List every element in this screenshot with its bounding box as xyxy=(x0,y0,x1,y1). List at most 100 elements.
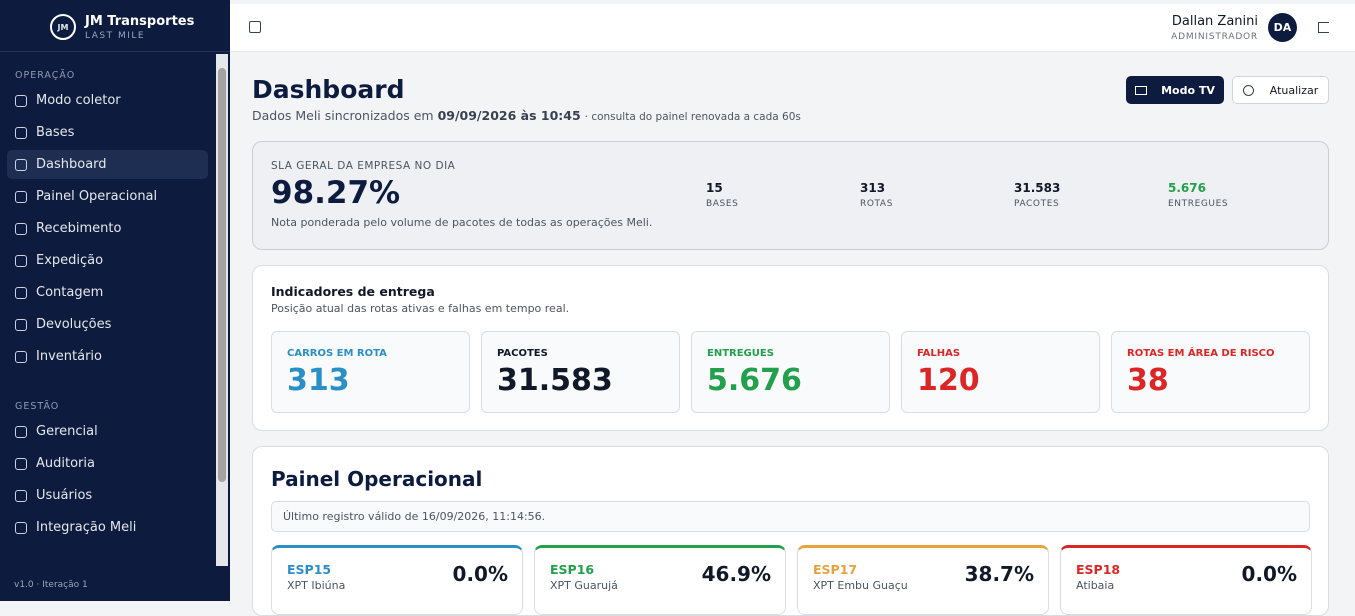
stat-value: 5.676 xyxy=(1168,181,1206,195)
nav-item[interactable]: Auditoria xyxy=(7,449,208,478)
nav-label: Inventário xyxy=(36,349,102,364)
sla-note: Nota ponderada pelo volume de pacotes de… xyxy=(271,216,653,229)
base-pct: 0.0% xyxy=(452,562,508,586)
painel-title: Painel Operacional xyxy=(271,467,483,491)
indicators-subtitle: Posição atual das rotas ativas e falhas … xyxy=(271,302,570,315)
indicator-card: FALHAS 120 xyxy=(901,331,1100,413)
nav-item[interactable]: Dashboard xyxy=(7,150,208,179)
logo: JM xyxy=(50,14,76,40)
scrollbar[interactable] xyxy=(216,54,228,566)
nav-icon xyxy=(15,286,27,299)
logout[interactable] xyxy=(1318,22,1329,33)
user-role: ADMINISTRADOR xyxy=(1171,32,1258,42)
nav-label: Gerencial xyxy=(36,424,98,439)
base-pct: 38.7% xyxy=(964,562,1034,586)
indicator-value: 5.676 xyxy=(707,363,802,398)
avatar[interactable]: DA xyxy=(1268,13,1297,42)
base-name: Atibaia xyxy=(1076,579,1115,592)
stat-label: PACOTES xyxy=(1014,199,1060,209)
nav-item[interactable]: Recebimento xyxy=(7,214,208,243)
nav-icon xyxy=(15,190,27,203)
stat-label: BASES xyxy=(706,199,739,209)
nav-item[interactable]: Inventário xyxy=(7,342,208,371)
nav: OPERAÇÃO Modo coletor Bases Dashboard Painel… xyxy=(0,52,230,542)
base-card[interactable]: ESP17 XPT Embu Guaçu 38.7% xyxy=(797,545,1049,615)
base-card[interactable]: ESP15 XPT Ibiúna 0.0% xyxy=(271,545,523,615)
page-title: Dashboard xyxy=(252,75,405,104)
nav-icon xyxy=(15,126,27,139)
nav-label: Auditoria xyxy=(36,456,95,471)
indicator-label: ROTAS EM ÁREA DE RISCO xyxy=(1127,348,1275,359)
toggle-sidebar[interactable] xyxy=(249,21,261,33)
base-name: XPT Embu Guaçu xyxy=(813,579,908,592)
section-title: OPERAÇÃO xyxy=(15,70,76,81)
indicator-label: PACOTES xyxy=(497,348,548,359)
base-code: ESP15 xyxy=(287,562,332,577)
nav-label: Painel Operacional xyxy=(36,189,158,204)
base-code: ESP18 xyxy=(1076,562,1121,577)
indicator-card: PACOTES 31.583 xyxy=(481,331,680,413)
brand: JM JM Transportes LAST MILE xyxy=(0,0,230,52)
indicator-value: 120 xyxy=(917,363,980,398)
nav-icon xyxy=(15,350,27,363)
nav-item[interactable]: Usuários xyxy=(7,481,208,510)
indicator-value: 313 xyxy=(287,363,350,398)
nav-label: Contagem xyxy=(36,285,104,300)
nav-item[interactable]: Contagem xyxy=(7,278,208,307)
last-record: Último registro válido de 16/09/2026, 11… xyxy=(271,501,1310,532)
indicator-label: FALHAS xyxy=(917,348,961,359)
subtitle-prefix: Dados Meli sincronizados em xyxy=(252,108,434,123)
stat-value: 15 xyxy=(706,181,723,195)
sla-value: 98.27% xyxy=(271,175,401,211)
nav-icon xyxy=(15,425,27,438)
page-subtitle: Dados Meli sincronizados em 09/09/2026 à… xyxy=(252,108,801,123)
nav-label: Bases xyxy=(36,125,75,140)
nav-item[interactable]: Painel Operacional xyxy=(7,182,208,211)
nav-icon xyxy=(15,521,27,534)
topbar: Dallan Zanini ADMINISTRADOR DA xyxy=(230,4,1355,52)
nav-icon xyxy=(15,489,27,502)
base-pct: 0.0% xyxy=(1241,562,1297,586)
sync-time: 09/09/2026 às 10:45 xyxy=(437,108,581,123)
nav-icon xyxy=(15,222,27,235)
indicators-title: Indicadores de entrega xyxy=(271,284,435,299)
nav-label: Devoluções xyxy=(36,317,112,332)
stat-label: ENTREGUES xyxy=(1168,199,1229,209)
nav-item[interactable]: Bases xyxy=(7,118,208,147)
nav-icon xyxy=(15,158,27,171)
base-pct: 46.9% xyxy=(701,562,771,586)
sla-panel: SLA GERAL DA EMPRESA NO DIA 98.27% Nota … xyxy=(252,141,1329,250)
scroll-thumb[interactable] xyxy=(218,68,226,482)
btn-label: Modo TV xyxy=(1161,83,1215,97)
base-code: ESP17 xyxy=(813,562,858,577)
nav-item[interactable]: Integração Meli xyxy=(7,513,208,542)
nav-icon xyxy=(15,318,27,331)
nav-icon xyxy=(15,94,27,107)
base-card[interactable]: ESP16 XPT Guarujá 46.9% xyxy=(534,545,786,615)
btn-refresh[interactable]: Atualizar xyxy=(1232,76,1329,104)
nav-item[interactable]: Devoluções xyxy=(7,310,208,339)
nav-label: Expedição xyxy=(36,253,104,268)
nav-icon xyxy=(15,254,27,267)
indicator-value: 31.583 xyxy=(497,363,613,398)
indicator-label: CARROS EM ROTA xyxy=(287,348,387,359)
nav-item[interactable]: Expedição xyxy=(7,246,208,275)
btn-tv[interactable]: Modo TV xyxy=(1126,76,1224,104)
base-card[interactable]: ESP18 Atibaia 0.0% xyxy=(1060,545,1312,615)
btn-label: Atualizar xyxy=(1269,83,1319,97)
sla-label: SLA GERAL DA EMPRESA NO DIA xyxy=(271,160,456,172)
nav-label: Recebimento xyxy=(36,221,122,236)
indicator-card: ROTAS EM ÁREA DE RISCO 38 xyxy=(1111,331,1310,413)
base-code: ESP16 xyxy=(550,562,595,577)
indicator-value: 38 xyxy=(1127,363,1169,398)
nav-label: Integração Meli xyxy=(36,520,137,535)
indicators-panel: Indicadores de entrega Posição atual das… xyxy=(252,265,1329,431)
nav-item[interactable]: Gerencial xyxy=(7,417,208,446)
nav-label: Modo coletor xyxy=(36,93,121,108)
brand-name: JM Transportes xyxy=(85,14,195,29)
indicator-card: ENTREGUES 5.676 xyxy=(691,331,890,413)
sidebar: JM JM Transportes LAST MILE OPERAÇÃO Modo… xyxy=(0,0,230,601)
nav-item[interactable]: Modo coletor xyxy=(7,86,208,115)
subtitle-suffix: · consulta do painel renovada a cada 60s xyxy=(584,111,801,123)
